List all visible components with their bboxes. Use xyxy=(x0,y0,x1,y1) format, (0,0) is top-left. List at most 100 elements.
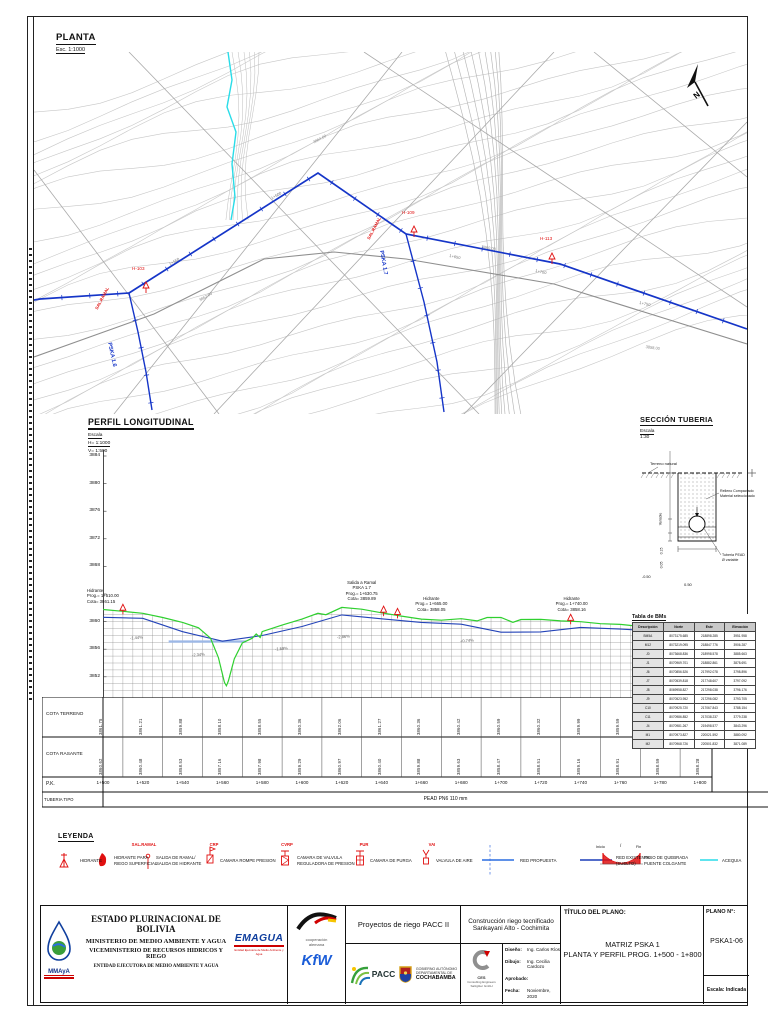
bms-row: J9 8070523.952 217296.082 3793.705 xyxy=(632,694,756,704)
construccion-line1: Construcción riego tecnificado xyxy=(468,917,554,925)
bms-cell: 217038.237 xyxy=(693,712,726,722)
bms-cell: 3793.705 xyxy=(724,694,756,704)
gob-line3: COCHABAMBA xyxy=(415,975,456,981)
pk-value: 1+600 xyxy=(295,780,309,785)
bms-cell: 3843.296 xyxy=(724,721,756,731)
y-axis-label: 3856 xyxy=(89,646,100,652)
terreno-value: 3859.59 xyxy=(615,718,621,735)
pipeline-tick xyxy=(589,272,593,278)
pipeline-tick xyxy=(410,260,416,263)
legend-label-hidrante-superficial: HIDRANTE PARA xyxy=(114,855,149,860)
ravine-contour xyxy=(478,52,503,414)
legend-label-puente: PASO DE QUEBRADA xyxy=(644,855,689,860)
perfil-chart: 3884 3880 3876 3872 3868 3860 3856 3852 Hidrante… xyxy=(84,446,764,706)
legend-tag-pur: PUR xyxy=(359,842,369,847)
terreno-value: 3861.21 xyxy=(137,718,143,735)
bms-grid: Descripción Norte Este Elevación BM5A 8073175… xyxy=(632,622,756,749)
legend-label-salida-ramal: SALIDA DE RAMAL/ xyxy=(156,855,196,860)
contour-line xyxy=(34,140,747,401)
slope-label: -1.44% xyxy=(129,634,143,641)
pipeline-tick xyxy=(642,290,646,296)
field-aprobado-label: Aprobado: xyxy=(505,976,529,982)
rasante-value: 3860.40 xyxy=(376,758,382,775)
project-logos: PACC GOBIERNO AUTÓNOMO DEPARTAMENTAL DE … xyxy=(346,944,461,1004)
terrain-line xyxy=(103,606,701,688)
legend-label-red-existente: (SUELTO) xyxy=(616,861,636,867)
legend-label-hidrante: HIDRANTE xyxy=(80,858,102,863)
field-aprobado-value xyxy=(527,976,561,986)
rasante-value: 3857.98 xyxy=(257,758,263,775)
ravine-contour xyxy=(490,52,510,414)
bms-header: Descripción xyxy=(632,622,664,632)
row-label-tuberia: TUBERIA TIPO xyxy=(44,797,74,802)
pipeline-tick xyxy=(722,318,725,324)
titulo-line1: MATRIZ PSKA 1 xyxy=(605,940,660,949)
crp-icon xyxy=(206,846,217,864)
pk-value: 1+740 xyxy=(574,780,588,785)
contour-line xyxy=(34,117,747,340)
annotation-line: Prog.= 1+665.00 xyxy=(415,601,448,607)
annotation-line: Prog.= 1+510.00 xyxy=(86,593,119,599)
y-axis-label: 3868 xyxy=(89,563,100,569)
field-fecha-label: Fecha: xyxy=(505,988,520,994)
ces-line1: CES xyxy=(477,975,486,980)
tuberia-value: PEAD PN6 110 mm xyxy=(423,796,468,802)
bms-row: M2 8070968.726 220501.832 3871.089 xyxy=(632,739,756,749)
terreno-value: 3861.75 xyxy=(98,718,103,735)
y-axis-label: 3880 xyxy=(89,480,100,486)
pk-value: 1+540 xyxy=(176,780,190,785)
pk-value: 1+620 xyxy=(335,780,349,785)
seccion-escala-label: Escala xyxy=(640,429,655,435)
pipeline-branch-pska16 xyxy=(128,292,153,411)
bms-cell: 3798.896 xyxy=(724,667,756,677)
map-hydrant-label: H-113 xyxy=(540,236,553,241)
bms-cell: 3906.287 xyxy=(724,640,756,650)
bms-header: Este xyxy=(693,622,726,632)
rasante-value: 3860.97 xyxy=(336,758,342,775)
pipeline-tick xyxy=(417,287,423,290)
row-label-cota-terreno: COTA TERRENO xyxy=(46,712,84,717)
bms-cell: 220501.832 xyxy=(693,739,726,749)
field-diseno-value: Ing. Carlos Ríos xyxy=(527,947,560,952)
bms-cell: 8073175.685 xyxy=(662,631,695,641)
legend-label-red-existente: RED EXISTENTE xyxy=(616,855,651,860)
bms-row: J1 8070969.701 218882.861 3878.691 xyxy=(632,658,756,668)
north-arrow-icon xyxy=(687,64,698,88)
pipeline-tick xyxy=(481,246,484,252)
titulo-label: TÍTULO DEL PLANO: xyxy=(564,909,626,916)
pipeline-tick xyxy=(616,281,619,287)
pipeline-tick xyxy=(353,196,357,201)
field-fecha-value: Noviembre, 2020 xyxy=(527,988,551,999)
stream-contour xyxy=(236,52,252,221)
contour-line xyxy=(462,314,747,414)
y-axis-label: 3876 xyxy=(89,508,100,514)
contour-line xyxy=(39,155,747,414)
sheet-frame xyxy=(27,16,748,1006)
ces-line2: Consulting Engineers xyxy=(467,980,496,984)
bms-cell: 220021.592 xyxy=(693,730,726,740)
leyenda-title: LEYENDA xyxy=(58,833,94,842)
contour-line xyxy=(34,52,682,276)
mmaya-subbar xyxy=(44,977,74,979)
bms-row: J7 8070539.818 217748.607 3797.092 xyxy=(632,676,756,686)
bms-row: C11 8070986.852 217038.237 3779.238 xyxy=(632,712,756,722)
map-hydrant-label: H-103 xyxy=(132,266,145,271)
contour-line xyxy=(253,254,747,414)
bms-cell: J9 xyxy=(632,694,664,704)
stream-contour xyxy=(228,52,244,221)
cell-construccion: Construcción riego tecnificado Sankayani… xyxy=(461,906,561,1004)
bms-cell: J6 xyxy=(632,667,664,677)
grid-line xyxy=(34,169,220,414)
pur-icon xyxy=(356,850,364,866)
terreno-value: 3862.06 xyxy=(336,718,342,735)
bms-cell: 8070539.818 xyxy=(662,676,695,686)
bms-row: J8 8069958.827 217298.038 3796.176 xyxy=(632,685,756,695)
pipeline-tick xyxy=(536,256,539,263)
rasante-value: 3858.51 xyxy=(535,758,541,775)
bms-row: BM5A 8073175.685 218898.285 3951.958 xyxy=(632,631,756,641)
cochabamba-shield-icon xyxy=(399,965,412,983)
red-propuesta-icon xyxy=(482,845,514,875)
annotation-line: Hidrante xyxy=(563,596,580,601)
leyenda: LEYENDA HIDRANTE HIDRANTE PARA RIEGO SUPER… xyxy=(40,833,752,895)
terreno-value: 3859.99 xyxy=(575,718,581,735)
